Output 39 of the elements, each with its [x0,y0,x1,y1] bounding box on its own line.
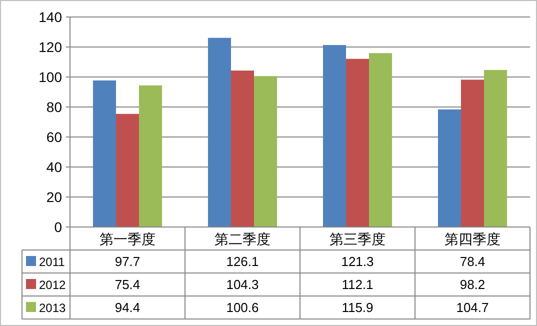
data-label: 94.4 [114,300,140,315]
data-label: 126.1 [226,254,259,269]
bar [369,53,392,227]
legend-label: 2011 [39,255,66,269]
x-tick-label: 第二季度 [214,231,270,247]
data-label: 104.7 [456,300,489,315]
data-label: 97.7 [114,254,140,269]
data-label: 104.3 [226,277,259,292]
bar [461,80,484,227]
y-tick-label: 120 [38,39,62,55]
bar [254,76,277,227]
y-tick-label: 140 [38,9,62,25]
bar [231,70,254,227]
bar [346,58,369,227]
x-tick-label: 第四季度 [444,231,500,247]
y-tick-label: 80 [46,99,62,115]
bar [208,38,231,227]
bar [139,85,162,227]
x-tick-label: 第一季度 [100,231,156,247]
legend-label: 2012 [39,278,66,292]
data-label: 98.2 [460,277,486,292]
bar [93,80,116,227]
x-tick-label: 第三季度 [330,231,386,247]
data-label: 78.4 [460,254,486,269]
bar [484,70,507,227]
y-tick-label: 100 [38,69,62,85]
bar [116,114,139,227]
data-label: 121.3 [341,254,374,269]
data-label: 112.1 [342,277,374,292]
y-tick-label: 20 [46,189,62,205]
y-tick-label: 60 [46,129,62,145]
data-label: 75.4 [114,277,140,292]
data-label: 100.6 [226,300,259,315]
bar [438,109,461,227]
legend-label: 2013 [39,301,66,315]
bar [323,45,346,227]
y-tick-label: 40 [46,159,62,175]
y-tick-label: 0 [54,219,62,235]
data-label: 115.9 [342,300,374,315]
